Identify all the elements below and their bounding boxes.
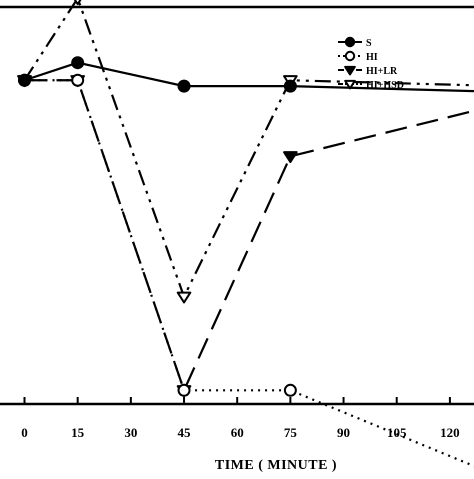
- filled-circle-marker: [179, 81, 190, 92]
- plot-frame: [0, 7, 474, 404]
- open-circle-marker: [179, 385, 190, 396]
- series-line-hi-plus-lr: [25, 80, 474, 390]
- filled-circle-marker: [346, 38, 354, 46]
- filled-triangle-marker: [284, 152, 297, 162]
- legend-label: HI+HSD: [366, 80, 404, 91]
- series-line-hi-plus-hsd: [25, 0, 474, 297]
- filled-circle-marker: [285, 81, 296, 92]
- series-line-hi: [25, 80, 474, 474]
- legend-label: HI+LR: [366, 66, 398, 77]
- x-tick-label: 15: [71, 425, 85, 440]
- x-tick-label: 120: [440, 425, 460, 440]
- x-tick-label: 75: [284, 425, 298, 440]
- legend-label: S: [366, 38, 372, 49]
- open-triangle-marker: [178, 293, 191, 303]
- x-tick-label: 90: [337, 425, 350, 440]
- x-tick-label: 45: [178, 425, 192, 440]
- series-line-s: [25, 63, 474, 92]
- filled-circle-marker: [19, 75, 30, 86]
- x-tick-label: 0: [21, 425, 28, 440]
- filled-circle-marker: [72, 57, 83, 68]
- open-circle-marker: [346, 52, 354, 60]
- legend-label: HI: [366, 52, 378, 63]
- x-tick-label: 105: [387, 425, 407, 440]
- x-tick-label: 60: [231, 425, 244, 440]
- open-circle-marker: [72, 75, 83, 86]
- filled-triangle-marker: [345, 67, 355, 75]
- marker-layer: [18, 0, 297, 396]
- plot-border: [0, 7, 474, 404]
- x-axis-title: TIME ( MINUTE ): [215, 458, 337, 473]
- legend: S HI HI+LR HI+HSD: [338, 38, 404, 91]
- open-circle-marker: [285, 385, 296, 396]
- x-tick-label: 30: [124, 425, 137, 440]
